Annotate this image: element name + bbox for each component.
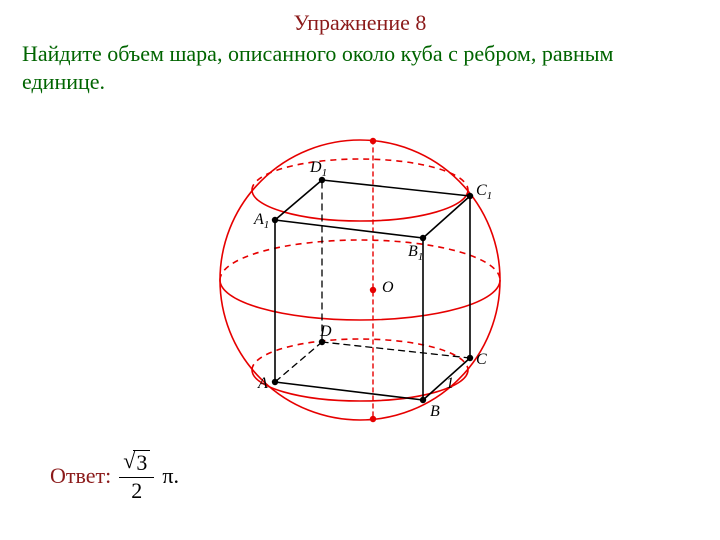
sqrt-value: 3 [133,450,150,475]
answer-fraction: √ 3 2 [119,450,154,502]
exercise-title: Упражнение 8 [0,10,720,36]
answer-label: Ответ: [50,463,111,489]
svg-text:O: O [382,279,394,296]
diagram: A B C D A1 B1 C1 D1 O 1 [180,120,540,440]
svg-text:D: D [319,323,332,340]
title-text: Упражнение 8 [294,10,427,35]
problem-text: Найдите объем шара, описанного около куб… [22,41,613,94]
sqrt: √ 3 [123,450,150,475]
problem-statement: Найдите объем шара, описанного около куб… [22,40,698,95]
svg-text:B1: B1 [408,243,423,263]
svg-text:C1: C1 [476,182,492,202]
answer: Ответ: √ 3 2 π. [50,450,179,502]
answer-pi: π. [162,463,179,489]
svg-text:D1: D1 [309,159,327,179]
svg-text:B: B [430,403,440,420]
svg-text:A: A [257,375,268,392]
svg-text:1: 1 [446,375,454,392]
svg-text:C: C [476,351,487,368]
answer-denominator: 2 [127,480,146,502]
svg-text:A1: A1 [253,211,269,231]
geometry-figure: A B C D A1 B1 C1 D1 O 1 [180,120,540,440]
